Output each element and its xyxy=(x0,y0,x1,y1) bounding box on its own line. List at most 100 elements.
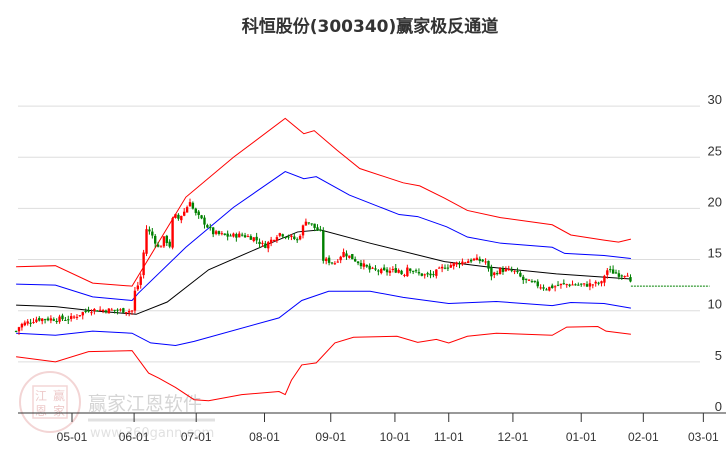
candle-body xyxy=(553,286,557,288)
watermark-seal-char: 江 xyxy=(35,389,47,403)
candle-body xyxy=(165,235,169,243)
candle-body xyxy=(127,310,131,313)
candle-body xyxy=(261,242,264,244)
candle-body xyxy=(498,268,502,274)
candle-body xyxy=(125,312,128,314)
candle-body xyxy=(345,253,348,257)
chart-title: 科恒股份(300340)赢家极反通道 xyxy=(242,16,499,37)
candle-body xyxy=(61,315,64,320)
candle-body xyxy=(52,319,55,321)
candle-body xyxy=(565,284,568,286)
candle-body xyxy=(551,285,554,288)
candle-body xyxy=(316,227,319,231)
candle-body xyxy=(243,235,247,238)
candle-body xyxy=(481,259,484,262)
x-tick-label: 11-01 xyxy=(434,430,464,444)
candle-body xyxy=(432,274,435,276)
candle-body xyxy=(609,269,612,271)
candle-body xyxy=(67,319,70,321)
candle-body xyxy=(443,267,447,269)
candle-body xyxy=(75,316,79,318)
candle-body xyxy=(585,284,589,287)
candle-body xyxy=(72,316,76,318)
candle-body xyxy=(238,233,241,238)
candle-body xyxy=(200,215,203,219)
candle-body xyxy=(209,227,212,229)
candle-body xyxy=(614,272,618,274)
x-tick-label: 01-01 xyxy=(566,430,597,444)
candle-body xyxy=(104,310,108,313)
candle-body xyxy=(617,273,621,277)
candle-body xyxy=(446,267,450,269)
candle-body xyxy=(188,202,192,207)
candle-body xyxy=(220,233,224,235)
candle-body xyxy=(310,223,313,225)
grid-lines xyxy=(18,105,700,363)
candle-body xyxy=(493,272,496,276)
candle-body xyxy=(278,233,282,236)
candle-body xyxy=(348,255,351,258)
candle-body xyxy=(342,251,345,258)
candle-body xyxy=(626,275,629,277)
candle-body xyxy=(327,257,331,263)
candle-body xyxy=(258,241,261,245)
candle-body xyxy=(17,327,21,332)
candle-body xyxy=(458,263,461,265)
candle-body xyxy=(324,258,328,262)
x-tick-label: 02-01 xyxy=(628,430,659,444)
candle-body xyxy=(156,244,160,247)
candle-body xyxy=(287,236,290,238)
candle-body xyxy=(629,277,632,282)
candle-body xyxy=(440,266,444,269)
candle-body xyxy=(504,269,508,272)
candle-body xyxy=(171,218,174,248)
candle-body xyxy=(472,258,476,261)
candle-body xyxy=(226,233,229,237)
series-inner-lower xyxy=(16,290,631,346)
x-tick-label: 05-01 xyxy=(57,430,88,444)
candle-body xyxy=(84,310,87,312)
candle-body xyxy=(211,227,215,235)
candle-body xyxy=(177,214,180,219)
y-tick-label: 10 xyxy=(708,297,722,312)
candle-body xyxy=(267,242,270,249)
candle-body xyxy=(429,273,432,276)
candle-body xyxy=(426,273,429,275)
candle-body xyxy=(423,274,426,276)
candle-body xyxy=(516,271,519,273)
candle-body xyxy=(235,234,238,238)
candle-body xyxy=(469,259,473,262)
candle-body xyxy=(403,274,406,276)
candle-body xyxy=(185,207,189,213)
candle-body xyxy=(122,308,125,313)
candle-body xyxy=(461,261,464,265)
candle-body xyxy=(194,208,197,213)
x-tick-label: 12-01 xyxy=(498,430,529,444)
candle-body xyxy=(365,264,368,267)
y-tick-label: 5 xyxy=(715,348,722,363)
candle-body xyxy=(606,270,609,275)
candle-body xyxy=(159,246,163,248)
candle-body xyxy=(406,267,409,277)
candle-body xyxy=(577,284,580,286)
candle-body xyxy=(284,237,287,239)
y-axis-labels: 0 5 10 15 20 25 30 xyxy=(708,92,722,414)
candle-body xyxy=(81,312,84,316)
candle-body xyxy=(43,319,47,321)
candle-body xyxy=(275,237,279,241)
candle-body xyxy=(466,261,470,264)
candle-body xyxy=(182,211,186,216)
candle-body xyxy=(571,284,574,286)
candle-body xyxy=(438,267,441,269)
candle-body xyxy=(255,236,258,241)
x-tick-label: 07-01 xyxy=(181,430,212,444)
candle-body xyxy=(151,231,154,236)
candle-body xyxy=(93,308,96,312)
watermark-seal-char: 恩 xyxy=(35,404,47,418)
candle-body xyxy=(252,237,255,242)
candle-body xyxy=(371,267,374,269)
candle-body xyxy=(20,323,24,328)
candle-body xyxy=(217,231,221,234)
x-tick-label: 08-01 xyxy=(249,430,280,444)
candle-body xyxy=(574,284,577,286)
